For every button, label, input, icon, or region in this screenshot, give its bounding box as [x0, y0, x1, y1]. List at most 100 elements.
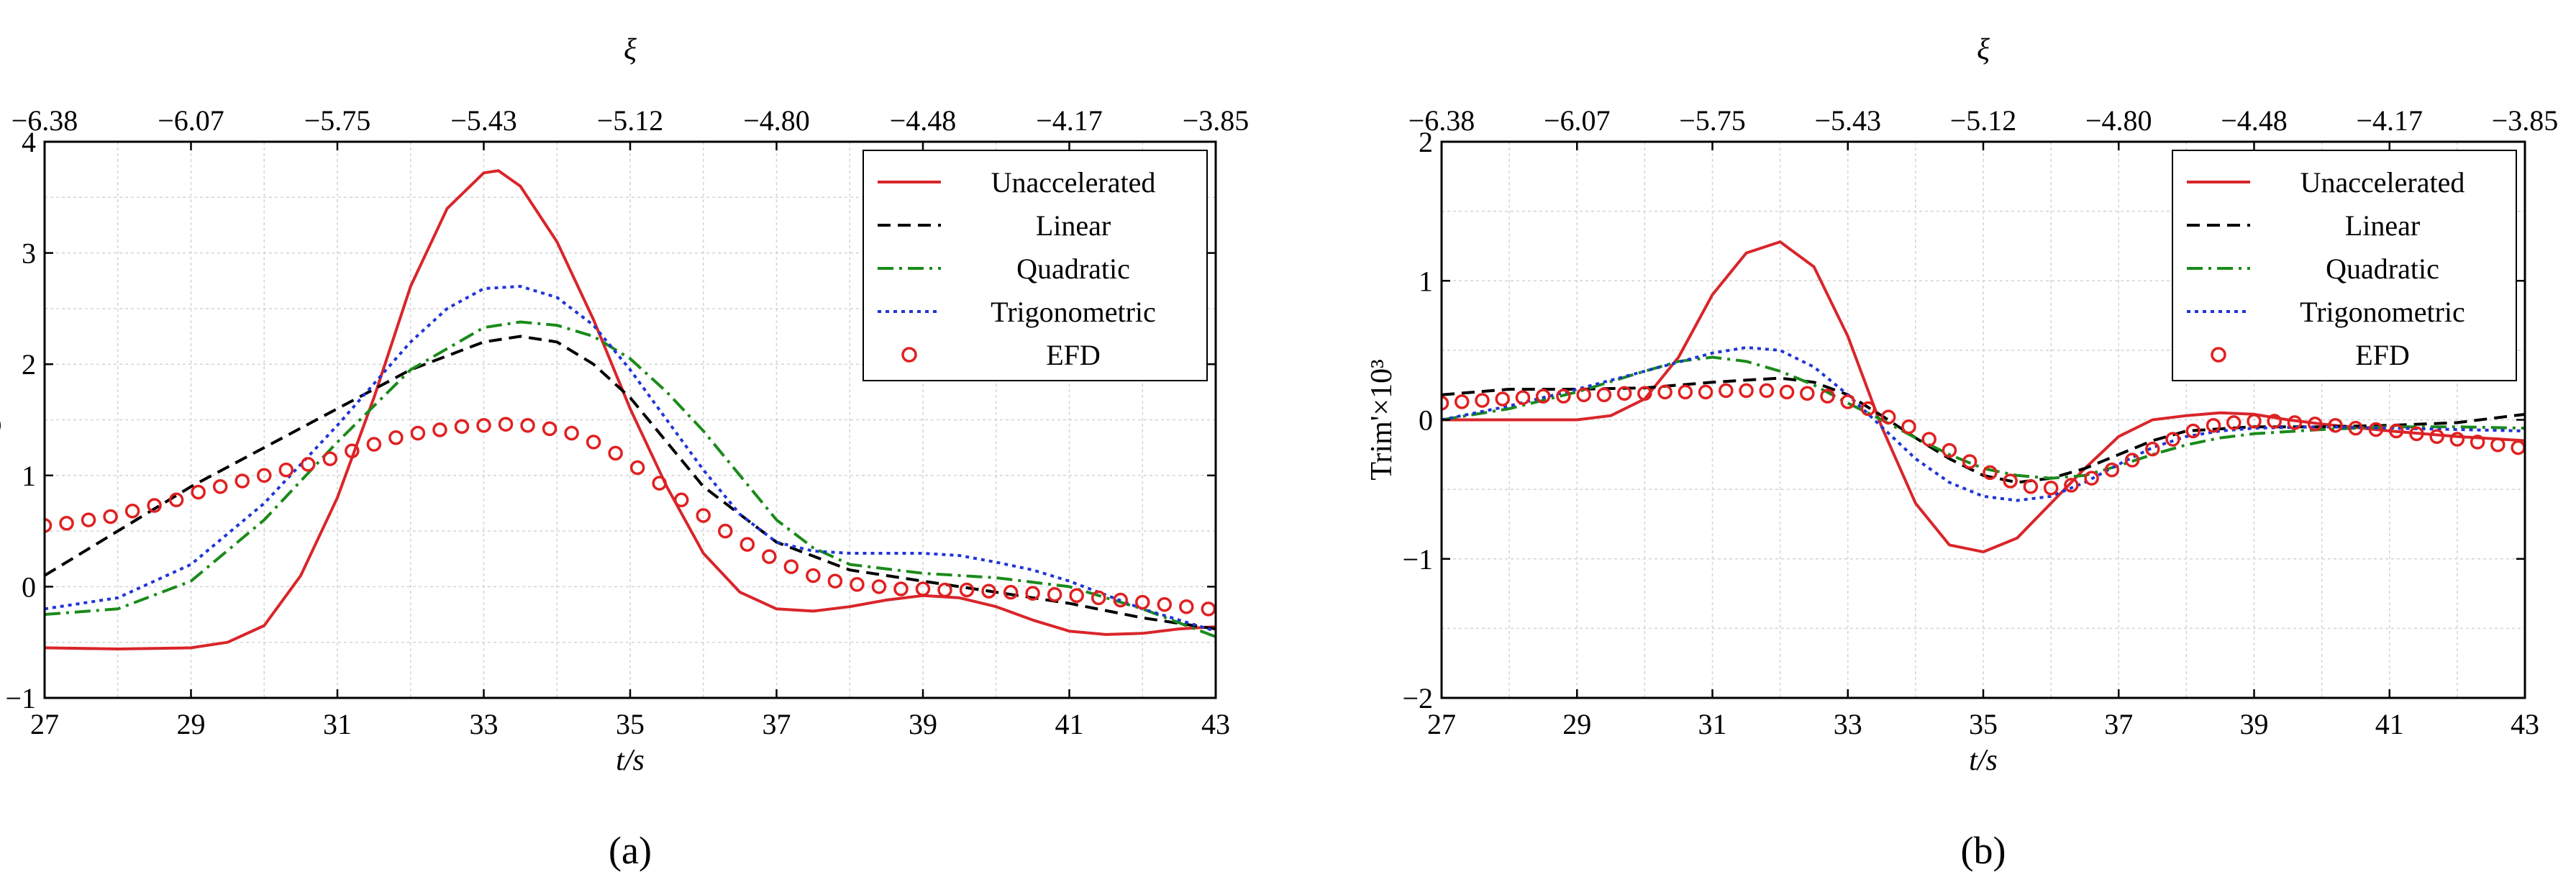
efd-point: [1657, 384, 1672, 400]
top-tick-label: −6.07: [158, 104, 224, 137]
efd-point: [2226, 415, 2242, 430]
x-tick-label: 43: [1201, 708, 1230, 740]
series-efd: [45, 417, 1216, 617]
panel-label: (a): [609, 829, 652, 872]
efd-point: [1880, 409, 1896, 424]
y-tick-label: 1: [22, 460, 36, 492]
efd-point: [1576, 387, 1591, 402]
plot-area: [45, 169, 1216, 650]
top-tick-label: −6.07: [1544, 104, 1611, 137]
efd-point: [2165, 432, 2180, 447]
legend-item: Quadratic: [2187, 253, 2439, 285]
efd-point: [388, 430, 404, 445]
x-tick-label: 37: [763, 708, 791, 740]
series-line-trigonometric: [45, 285, 1216, 633]
efd-point: [257, 468, 272, 483]
efd-point: [783, 559, 799, 574]
top-tick-label: −5.75: [304, 104, 371, 137]
efd-point: [1759, 383, 1775, 399]
series-efd: [1442, 383, 2525, 496]
efd-point: [301, 457, 316, 472]
efd-point: [1942, 442, 1957, 458]
top-tick-label: −6.38: [1408, 104, 1475, 137]
x-tick-label: 31: [323, 708, 352, 740]
top-tick-label: −5.12: [597, 104, 664, 137]
series-line-quadratic: [45, 320, 1216, 638]
y-tick-label: −2: [1402, 682, 1433, 714]
efd-point: [1596, 387, 1612, 402]
efd-point: [1698, 384, 1713, 400]
efd-point: [1091, 590, 1106, 606]
efd-point: [432, 422, 447, 437]
efd-point: [981, 584, 996, 599]
efd-point: [1921, 432, 1936, 447]
y-tick-label: 2: [1419, 126, 1433, 158]
x-tick-label: 35: [616, 708, 645, 740]
top-tick-label: −5.43: [1814, 104, 1881, 137]
x-axis-bottom: 27 29 31 33 35 37 39 41 43: [1427, 142, 2539, 740]
efd-point: [1860, 401, 1876, 417]
efd-point: [2388, 423, 2404, 439]
legend-label: Unaccelerated: [991, 166, 1156, 199]
efd-point: [1901, 419, 1916, 435]
efd-point: [454, 419, 470, 435]
efd-point: [2043, 480, 2059, 496]
panel-b: 27 29 31 33 35 37 39 41 43 −6.38 −6.07 −5.75 −5.43 −5…: [1365, 33, 2558, 872]
efd-point: [2267, 414, 2282, 429]
efd-point: [2064, 478, 2079, 493]
top-tick-label: −5.12: [1950, 104, 2017, 137]
x-tick-label: 27: [30, 708, 59, 740]
series-line-linear: [45, 335, 1216, 631]
efd-point: [2307, 417, 2323, 432]
efd-point: [871, 579, 887, 594]
efd-point: [1556, 389, 1571, 404]
top-tick-label: −4.48: [2221, 104, 2288, 137]
top-tick-label: −4.17: [1036, 104, 1103, 137]
top-tick-label: −4.48: [890, 104, 957, 137]
panel-a: 27 29 31 33 35 37 39 41 43−6.38 −6.07 −5.75 −5.43 −5…: [0, 33, 1249, 872]
efd-point: [45, 518, 53, 533]
x-tick-label: 39: [909, 708, 937, 740]
x-tick-label: 39: [2240, 708, 2269, 740]
efd-point: [739, 537, 755, 552]
efd-point: [718, 523, 733, 539]
x-tick-label: 35: [1969, 708, 1998, 740]
legend-label: Quadratic: [1016, 253, 1130, 285]
x-tick-label: 29: [1562, 708, 1591, 740]
efd-point: [629, 460, 645, 476]
efd-point: [322, 451, 338, 466]
efd-point: [366, 437, 382, 452]
efd-point: [1840, 394, 1855, 409]
legend-label: EFD: [2355, 339, 2410, 371]
plot-area: [1442, 240, 2525, 554]
top-tick-label: −3.85: [1183, 104, 1250, 137]
efd-point: [520, 417, 535, 433]
top-tick-label: −5.75: [1679, 104, 1746, 137]
y-axis: −2 −1 0 1 2: [1402, 126, 2525, 714]
top-tick-label: −4.80: [743, 104, 810, 137]
legend-marker: [901, 347, 917, 363]
y-tick-label: 1: [1419, 265, 1433, 297]
efd-point: [1719, 383, 1734, 399]
efd-point: [2409, 426, 2424, 442]
efd-point: [542, 421, 557, 437]
legend-item: Trigonometric: [878, 296, 1156, 328]
series-line-quadratic: [1442, 355, 2525, 480]
efd-point: [212, 479, 228, 494]
efd-point: [1157, 596, 1173, 612]
legend-label: Trigonometric: [991, 296, 1156, 328]
series-line-unaccelerated: [45, 169, 1216, 650]
legend: Unaccelerated Linear Quadratic Trigonometri…: [2172, 150, 2517, 381]
legend-label: Linear: [1036, 209, 1111, 242]
legend-label: Linear: [2345, 209, 2420, 242]
top-tick-label: −4.80: [2085, 104, 2152, 137]
efd-point: [1113, 592, 1128, 608]
efd-point: [2003, 473, 2018, 489]
legend: Unaccelerated Linear Quadratic Trigonometri…: [863, 150, 1208, 381]
efd-point: [2185, 423, 2201, 439]
x-tick-label: 33: [1834, 708, 1862, 740]
efd-point: [1678, 384, 1693, 400]
efd-point: [147, 498, 162, 513]
efd-point: [2023, 479, 2039, 494]
efd-point: [81, 512, 96, 527]
